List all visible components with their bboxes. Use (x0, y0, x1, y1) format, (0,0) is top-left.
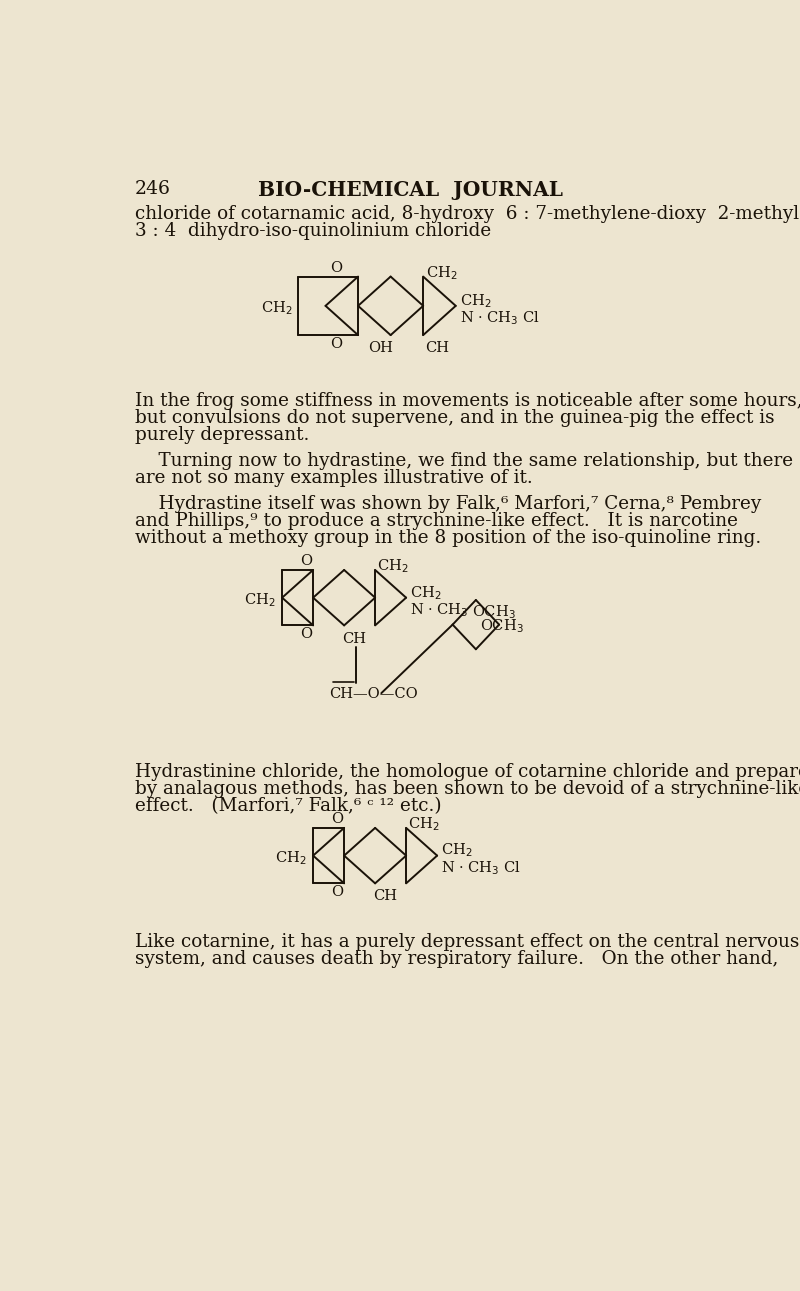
Text: effect.   (Marfori,⁷ Falk,⁶ ᶜ ¹² etc.): effect. (Marfori,⁷ Falk,⁶ ᶜ ¹² etc.) (135, 797, 442, 815)
Text: are not so many examples illustrative of it.: are not so many examples illustrative of… (135, 469, 533, 487)
Text: CH$_2$: CH$_2$ (378, 558, 409, 576)
Text: CH$_2$: CH$_2$ (459, 292, 491, 310)
Text: chloride of cotarnamic acid, 8-hydroxy  6 : 7-methylene-dioxy  2-methyl: chloride of cotarnamic acid, 8-hydroxy 6… (135, 205, 799, 223)
Text: OCH$_3$: OCH$_3$ (472, 603, 516, 621)
Text: OH: OH (368, 341, 393, 355)
Text: OCH$_3$: OCH$_3$ (480, 617, 523, 635)
Text: O: O (331, 812, 343, 826)
Text: N · CH$_3$ Cl: N · CH$_3$ Cl (459, 310, 539, 328)
Text: CH$_2$: CH$_2$ (410, 584, 442, 602)
Text: CH: CH (342, 631, 366, 646)
Text: O: O (330, 261, 342, 275)
Text: by analagous methods, has been shown to be devoid of a strychnine-like: by analagous methods, has been shown to … (135, 780, 800, 798)
Text: CH: CH (426, 341, 450, 355)
Text: BIO-CHEMICAL  JOURNAL: BIO-CHEMICAL JOURNAL (258, 179, 562, 200)
Text: CH$_2$: CH$_2$ (245, 591, 276, 609)
Text: and Phillips,⁹ to produce a strychnine-like effect.   It is narcotine: and Phillips,⁹ to produce a strychnine-l… (135, 513, 738, 531)
Text: CH$_2$: CH$_2$ (426, 265, 457, 281)
Text: CH$_2$: CH$_2$ (409, 816, 440, 833)
Text: In the frog some stiffness in movements is noticeable after some hours,: In the frog some stiffness in movements … (135, 392, 800, 411)
Text: but convulsions do not supervene, and in the guinea-pig the effect is: but convulsions do not supervene, and in… (135, 409, 774, 427)
Text: CH$_2$: CH$_2$ (441, 842, 473, 860)
Text: O: O (300, 554, 312, 568)
Text: N · CH$_3$ Cl: N · CH$_3$ Cl (441, 860, 521, 877)
Text: CH$_2$: CH$_2$ (275, 849, 307, 866)
Text: 246: 246 (135, 179, 170, 198)
Text: O: O (300, 627, 312, 640)
Text: without a methoxy group in the 8 position of the iso-quinoline ring.: without a methoxy group in the 8 positio… (135, 529, 761, 547)
Text: CH: CH (373, 889, 397, 904)
Text: Turning now to hydrastine, we find the same relationship, but there: Turning now to hydrastine, we find the s… (135, 452, 793, 470)
Text: O: O (330, 337, 342, 351)
Text: O: O (331, 884, 343, 899)
Text: Hydrastine itself was shown by Falk,⁶ Marfori,⁷ Cerna,⁸ Pembrey: Hydrastine itself was shown by Falk,⁶ Ma… (135, 496, 761, 514)
Text: N · CH$_3$: N · CH$_3$ (410, 602, 469, 620)
Text: Hydrastinine chloride, the homologue of cotarnine chloride and prepared: Hydrastinine chloride, the homologue of … (135, 763, 800, 781)
Text: CH—O—CO: CH—O—CO (329, 687, 418, 701)
Text: purely depressant.: purely depressant. (135, 426, 310, 444)
Text: system, and causes death by respiratory failure.   On the other hand,: system, and causes death by respiratory … (135, 950, 778, 967)
Text: Like cotarnine, it has a purely depressant effect on the central nervous: Like cotarnine, it has a purely depressa… (135, 932, 799, 950)
Text: CH$_2$: CH$_2$ (261, 300, 292, 318)
Text: 3 : 4  dihydro-iso-quinolinium chloride: 3 : 4 dihydro-iso-quinolinium chloride (135, 222, 491, 240)
